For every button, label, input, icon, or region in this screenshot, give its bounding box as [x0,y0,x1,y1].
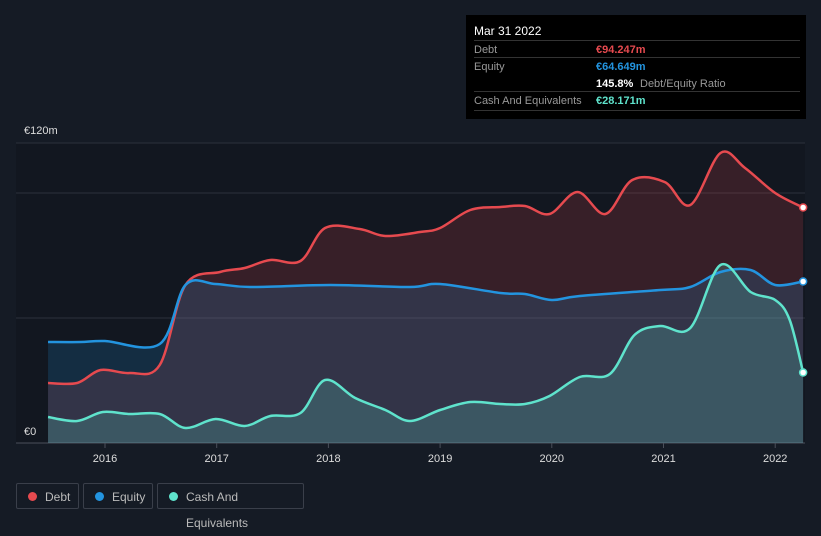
equity-area [48,268,804,443]
tooltip-date: Mar 31 2022 [474,24,542,38]
x-tick-label: 2020 [540,453,564,465]
equity-dot-icon [95,492,104,501]
tooltip-ratio-value: 145.8% [596,78,634,90]
y-axis-label-top: €120m [24,125,58,137]
legend-equity-label: Equity [112,490,146,504]
x-tick-label: 2018 [316,453,340,465]
legend-cash[interactable]: Cash And Equivalents [157,483,304,530]
tooltip-equity-label: Equity [474,61,505,73]
tooltip-debt-label: Debt [474,44,498,56]
cash-dot-icon [169,492,178,501]
x-tick-label: 2016 [93,453,117,465]
debt-dot-icon [28,492,37,501]
legend-equity[interactable]: Equity [83,483,153,509]
tooltip-debt-value: €94.247m [596,44,646,56]
tooltip-ratio-label: Debt/Equity Ratio [640,78,726,90]
x-tick-label: 2022 [763,453,787,465]
tooltip: Mar 31 2022 Debt €94.247m Equity €64.649m … [466,15,806,119]
legend-cash-label: Cash And Equivalents [186,490,249,530]
cash-line [47,262,805,430]
tooltip-equity-value: €64.649m [596,61,646,73]
cash-area [48,264,804,443]
tooltip-cash-label: Cash And Equivalents [474,95,582,107]
legend-debt[interactable]: Debt [16,483,79,509]
x-tick-label: 2019 [428,453,452,465]
equity-end-marker [798,277,808,286]
cash-end-marker [798,368,808,377]
tooltip-cash-value: €28.171m [596,95,646,107]
y-axis-label-bottom: €0 [24,426,37,438]
x-tick-label: 2017 [204,453,228,465]
debt-end-marker [798,203,808,212]
x-tick-label: 2021 [651,453,675,465]
debt-line [47,150,804,386]
legend-debt-label: Debt [45,490,71,504]
